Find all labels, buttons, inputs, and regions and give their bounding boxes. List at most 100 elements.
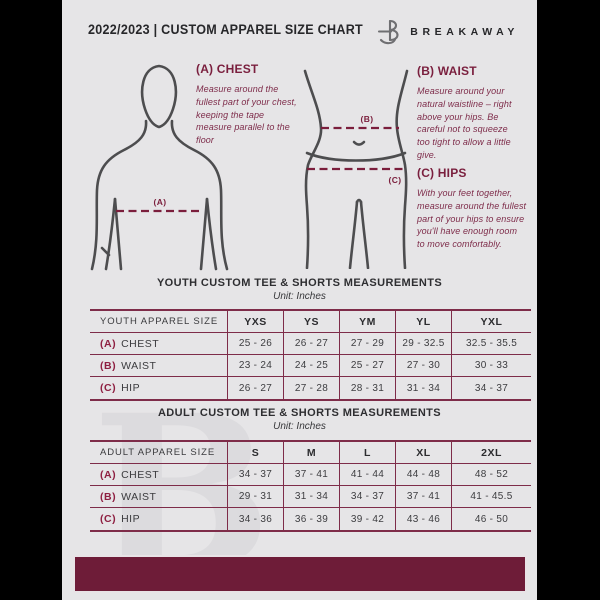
brand-name: BREAKAWAY (410, 26, 519, 38)
guide-waist: (B) WAIST Measure around your natural wa… (417, 64, 523, 162)
footer-bar (73, 555, 527, 593)
value-cell: 31 - 34 (395, 377, 451, 399)
row-label: (A) CHEST (90, 464, 227, 486)
row-name: WAIST (121, 359, 157, 372)
size-header: YM (339, 311, 395, 333)
left-shoulder-arm (90, 119, 148, 271)
value-cell: 36 - 39 (283, 508, 339, 530)
size-header: YXL (451, 311, 531, 333)
row-name: HIP (121, 382, 141, 394)
head-outline (140, 64, 178, 129)
value-cell: 34 - 37 (339, 486, 395, 508)
row-label: (A) CHEST (90, 333, 227, 355)
row-name: WAIST (121, 490, 157, 503)
row-label: (C) HIP (90, 377, 227, 399)
left-hip-leg (303, 69, 323, 269)
chest-marker-label: (A) (154, 197, 167, 207)
row-prefix: (A) (100, 468, 117, 481)
row-prefix: (A) (100, 337, 117, 350)
value-cell: 41 - 45.5 (451, 486, 531, 508)
youth-size-table: YOUTH APPAREL SIZE YXS YS YM YL YXL (A) … (90, 309, 531, 401)
waist-marker-label: (B) (361, 114, 374, 124)
row-prefix: (C) (100, 382, 117, 394)
value-cell: 30 - 33 (451, 355, 531, 377)
value-cell: 31 - 34 (283, 486, 339, 508)
value-cell: 25 - 27 (339, 355, 395, 377)
hip-marker-label: (C) (389, 175, 402, 185)
row-label: (B) WAIST (90, 355, 227, 377)
left-wrist-tick (100, 246, 111, 257)
right-hip-leg (395, 69, 409, 269)
value-cell: 27 - 30 (395, 355, 451, 377)
value-cell: 27 - 29 (339, 333, 395, 355)
row-name: HIP (121, 513, 141, 525)
value-cell: 46 - 50 (451, 508, 531, 530)
size-header: L (339, 442, 395, 464)
size-header: S (227, 442, 283, 464)
crotch-curve (355, 198, 363, 204)
value-cell: 32.5 - 35.5 (451, 333, 531, 355)
size-header: XL (395, 442, 451, 464)
right-arm-inner (199, 197, 209, 271)
row-label: (B) WAIST (90, 486, 227, 508)
guide-hips: (C) HIPS With your feet together, measur… (417, 166, 527, 251)
row-prefix: (B) (100, 490, 117, 503)
hip-band-curve (305, 151, 407, 162)
breakaway-logo-icon (378, 19, 399, 45)
value-cell: 34 - 36 (227, 508, 283, 530)
guide-hips-text: With your feet together, measure around … (417, 188, 527, 250)
adult-size-table: ADULT APPAREL SIZE S M L XL 2XL (A) CHES… (90, 440, 531, 532)
guide-chest-heading: (A) CHEST (196, 62, 259, 76)
left-armpit (104, 197, 117, 271)
left-inner-leg (348, 200, 359, 269)
youth-unit-label: Unit: Inches (273, 291, 326, 302)
size-header: 2XL (451, 442, 531, 464)
value-cell: 26 - 27 (283, 333, 339, 355)
adult-unit-label: Unit: Inches (273, 421, 326, 432)
value-cell: 28 - 31 (339, 377, 395, 399)
row-prefix: (C) (100, 513, 117, 525)
value-cell: 37 - 41 (283, 464, 339, 486)
value-cell: 48 - 52 (451, 464, 531, 486)
adult-section-title: ADULT CUSTOM TEE & SHORTS MEASUREMENTS (157, 407, 442, 419)
youth-section-title: YOUTH CUSTOM TEE & SHORTS MEASUREMENTS (156, 277, 443, 289)
value-cell: 34 - 37 (451, 377, 531, 399)
right-armpit (205, 197, 218, 271)
value-cell: 26 - 27 (227, 377, 283, 399)
guide-waist-text: Measure around your natural waistline – … (417, 86, 512, 160)
navel-mark (352, 140, 366, 146)
size-header: YXS (227, 311, 283, 333)
right-shoulder-arm (170, 119, 229, 271)
value-cell: 29 - 31 (227, 486, 283, 508)
right-inner-leg (359, 200, 370, 269)
value-cell: 41 - 44 (339, 464, 395, 486)
guide-hips-heading: (C) HIPS (417, 166, 467, 180)
size-header: YS (283, 311, 339, 333)
row-label: (C) HIP (90, 508, 227, 530)
value-cell: 37 - 41 (395, 486, 451, 508)
brand: BREAKAWAY (377, 18, 519, 46)
value-cell: 25 - 26 (227, 333, 283, 355)
size-chart-page: B 2022/2023 | CUSTOM APPAREL SIZE CHART … (62, 0, 537, 600)
guide-waist-heading: (B) WAIST (417, 64, 477, 78)
left-arm-inner (113, 197, 123, 271)
size-header: M (283, 442, 339, 464)
value-cell: 27 - 28 (283, 377, 339, 399)
value-cell: 29 - 32.5 (395, 333, 451, 355)
value-cell: 39 - 42 (339, 508, 395, 530)
value-cell: 43 - 46 (395, 508, 451, 530)
row-prefix: (B) (100, 359, 117, 372)
column-header: ADULT APPAREL SIZE (90, 442, 227, 464)
torso-figure: (A) (90, 64, 229, 271)
size-header: YL (395, 311, 451, 333)
value-cell: 24 - 25 (283, 355, 339, 377)
guide-chest-text: Measure around the fullest part of your … (196, 84, 297, 146)
value-cell: 34 - 37 (227, 464, 283, 486)
column-header: YOUTH APPAREL SIZE (90, 311, 227, 333)
row-name: CHEST (121, 337, 160, 350)
page-title: 2022/2023 | CUSTOM APPAREL SIZE CHART (88, 22, 364, 37)
row-name: CHEST (121, 468, 160, 481)
guide-chest: (A) CHEST Measure around the fullest par… (196, 62, 298, 147)
value-cell: 44 - 48 (395, 464, 451, 486)
